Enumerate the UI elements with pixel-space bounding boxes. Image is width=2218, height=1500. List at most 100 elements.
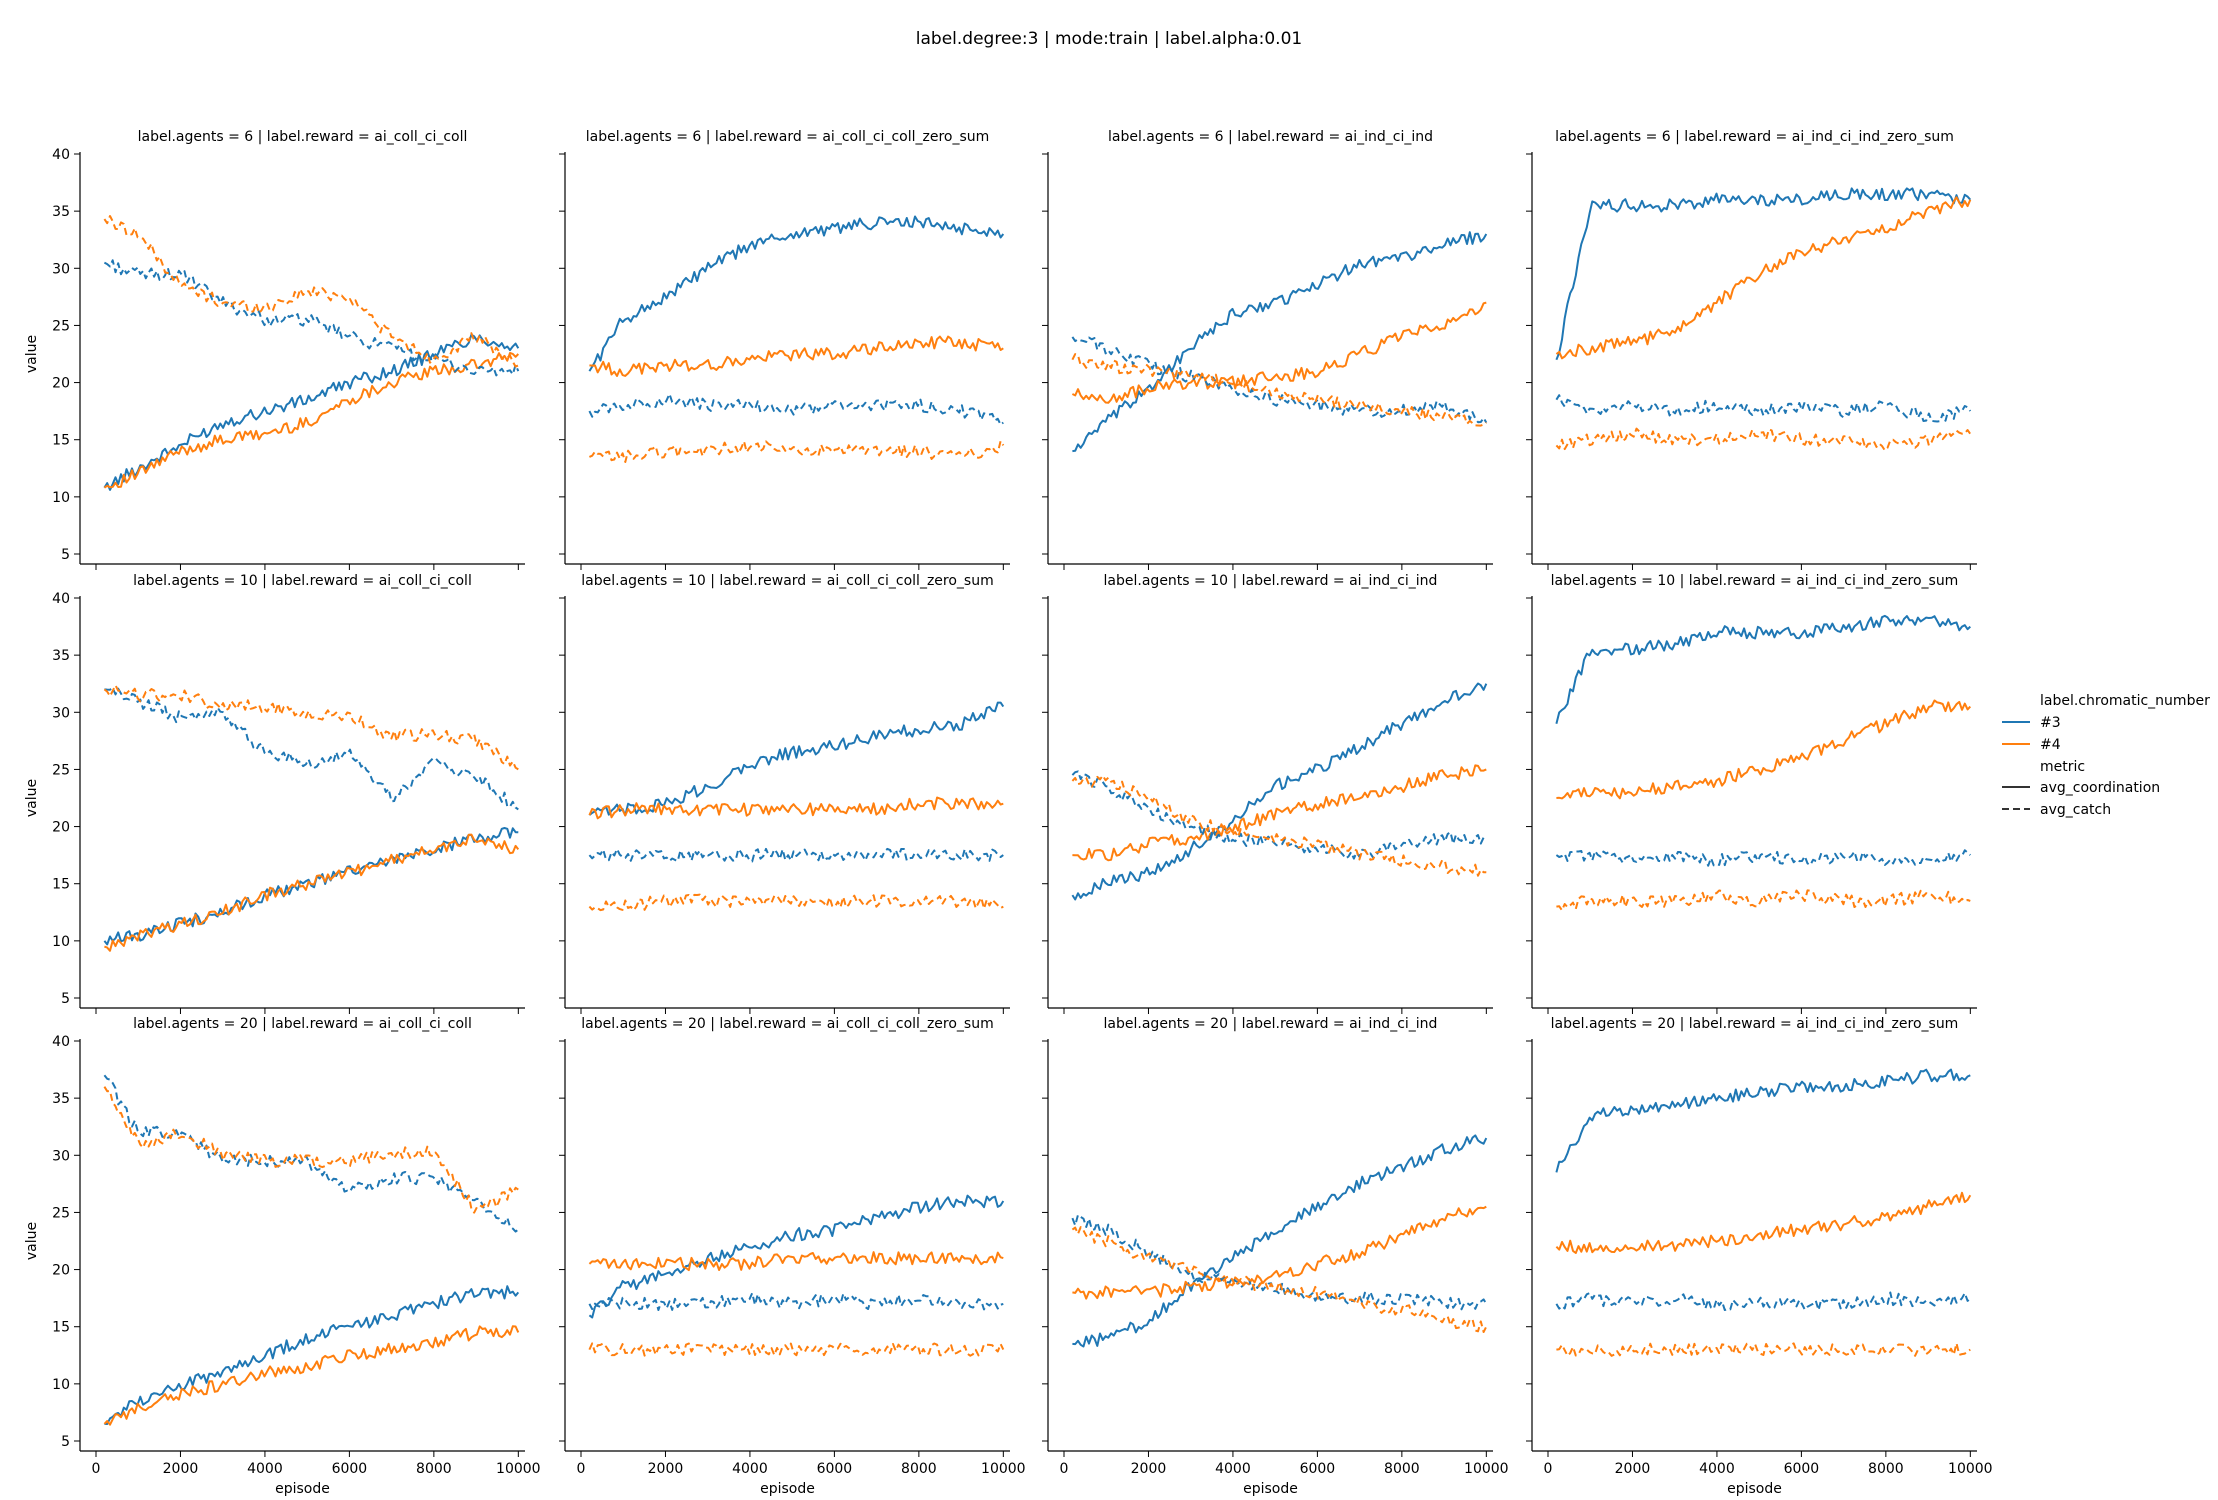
x-tick-label: 6000	[332, 1461, 368, 1477]
x-tick-label: 4000	[1215, 1461, 1251, 1477]
series-line-3-avg-coordination	[103, 333, 520, 491]
series-line-3-avg-catch	[1555, 849, 1971, 867]
y-tick-label: 5	[61, 1434, 70, 1450]
x-tick-label: 0	[577, 1461, 586, 1477]
panel-6: label.agents = 10 | label.reward = ai_co…	[559, 573, 1010, 1014]
series-line-4-avg-catch	[1071, 353, 1487, 427]
x-tick-label: 0	[1544, 1461, 1553, 1477]
panel-title: label.agents = 10 | label.reward = ai_co…	[581, 573, 993, 589]
y-tick-label: 20	[52, 1263, 70, 1279]
x-tick-label: 2000	[648, 1461, 684, 1477]
y-axis-label: value	[24, 1222, 40, 1260]
series-line-4-avg-coordination	[104, 833, 520, 952]
series-line-3-avg-coordination	[104, 1285, 520, 1425]
panel-12: label.agents = 20 | label.reward = ai_in…	[1526, 1016, 1993, 1497]
panel-11: label.agents = 20 | label.reward = ai_in…	[1042, 1016, 1509, 1497]
series-line-4-avg-catch	[1556, 889, 1971, 912]
series-line-3-avg-coordination	[1555, 1068, 1971, 1173]
x-axis-label: episode	[275, 1481, 330, 1497]
y-tick-label: 30	[52, 705, 70, 721]
panel-title: label.agents = 20 | label.reward = ai_co…	[581, 1016, 993, 1032]
series-line-4-avg-coordination	[103, 1325, 520, 1426]
series-line-4-avg-catch	[103, 215, 519, 368]
legend-label-3: #3	[2040, 715, 2061, 731]
panel-title: label.agents = 10 | label.reward = ai_in…	[1104, 573, 1438, 589]
y-tick-label: 15	[52, 1320, 70, 1336]
series-line-4-avg-catch	[1556, 1342, 1971, 1357]
series-line-3-avg-coordination	[588, 1194, 1005, 1319]
series-line-4-avg-catch	[103, 684, 519, 771]
y-tick-label: 30	[52, 261, 70, 277]
panel-3: label.agents = 6 | label.reward = ai_ind…	[1042, 129, 1493, 570]
y-tick-label: 25	[52, 1205, 70, 1221]
panel-9: label.agents = 20 | label.reward = ai_co…	[24, 1016, 541, 1497]
x-tick-label: 10000	[1464, 1461, 1509, 1477]
series-line-4-avg-catch	[588, 893, 1004, 912]
series-line-3-avg-coordination	[1555, 614, 1971, 724]
y-tick-label: 40	[52, 591, 70, 607]
x-tick-label: 10000	[981, 1461, 1026, 1477]
y-tick-label: 35	[52, 1091, 70, 1107]
y-tick-label: 5	[61, 991, 70, 1007]
y-tick-label: 20	[52, 376, 70, 392]
x-tick-label: 4000	[1699, 1461, 1735, 1477]
panel-title: label.agents = 6 | label.reward = ai_ind…	[1555, 129, 1954, 145]
y-tick-label: 30	[52, 1148, 70, 1164]
series-line-3-avg-catch	[588, 1292, 1004, 1311]
panel-title: label.agents = 10 | label.reward = ai_in…	[1551, 573, 1959, 589]
panel-title: label.agents = 6 | label.reward = ai_ind…	[1108, 129, 1433, 145]
x-tick-label: 8000	[416, 1461, 452, 1477]
panel-title: label.agents = 20 | label.reward = ai_co…	[133, 1016, 472, 1032]
series-line-4-avg-catch	[589, 440, 1005, 463]
series-line-4-avg-catch	[588, 1342, 1005, 1357]
x-tick-label: 8000	[901, 1461, 937, 1477]
panel-title: label.agents = 20 | label.reward = ai_in…	[1104, 1016, 1438, 1032]
series-line-4-avg-coordination	[1071, 301, 1487, 404]
x-axis-label: episode	[1243, 1481, 1298, 1497]
series-line-4-avg-coordination	[589, 335, 1004, 377]
x-tick-label: 0	[1060, 1461, 1069, 1477]
y-tick-label: 5	[61, 547, 70, 563]
series-line-3-avg-coordination	[1072, 231, 1488, 453]
panel-5: label.agents = 10 | label.reward = ai_co…	[24, 573, 525, 1014]
legend-label-avg-catch: avg_catch	[2040, 802, 2111, 818]
y-tick-label: 25	[52, 318, 70, 334]
panel-title: label.agents = 6 | label.reward = ai_col…	[138, 129, 468, 145]
series-line-4-avg-coordination	[588, 1251, 1004, 1272]
x-tick-label: 6000	[1784, 1461, 1820, 1477]
panel-grid: label.agents = 6 | label.reward = ai_col…	[24, 129, 1993, 1497]
y-axis-label: value	[24, 779, 40, 817]
series-line-3-avg-coordination	[1071, 682, 1488, 901]
panel-title: label.agents = 20 | label.reward = ai_in…	[1551, 1016, 1959, 1032]
series-line-3-avg-catch	[588, 393, 1004, 426]
y-tick-label: 10	[52, 1377, 70, 1393]
series-line-3-avg-coordination	[588, 701, 1005, 817]
figure-title: label.degree:3 | mode:train | label.alph…	[916, 29, 1302, 49]
y-tick-label: 35	[52, 648, 70, 664]
panel-4: label.agents = 6 | label.reward = ai_ind…	[1526, 129, 1977, 570]
series-line-3-avg-catch	[103, 1074, 519, 1233]
x-tick-label: 4000	[732, 1461, 768, 1477]
panel-title: label.agents = 10 | label.reward = ai_co…	[133, 573, 472, 589]
panel-7: label.agents = 10 | label.reward = ai_in…	[1042, 573, 1493, 1014]
x-tick-label: 6000	[817, 1461, 853, 1477]
y-tick-label: 25	[52, 762, 70, 778]
series-line-3-avg-catch	[588, 847, 1004, 863]
x-axis-label: episode	[1727, 1481, 1782, 1497]
y-tick-label: 35	[52, 204, 70, 220]
x-tick-label: 2000	[1131, 1461, 1167, 1477]
y-tick-label: 40	[52, 1034, 70, 1050]
x-axis-label: episode	[760, 1481, 815, 1497]
y-tick-label: 40	[52, 147, 70, 163]
y-tick-label: 10	[52, 934, 70, 950]
series-line-4-avg-catch	[103, 1086, 519, 1214]
x-tick-label: 2000	[163, 1461, 199, 1477]
series-line-3-avg-coordination	[588, 215, 1005, 372]
legend-label-avg-coordination: avg_coordination	[2040, 780, 2160, 796]
x-tick-label: 0	[92, 1461, 101, 1477]
y-tick-label: 15	[52, 877, 70, 893]
y-axis-label: value	[24, 335, 40, 373]
legend-hue-title: label.chromatic_number	[2040, 693, 2210, 709]
